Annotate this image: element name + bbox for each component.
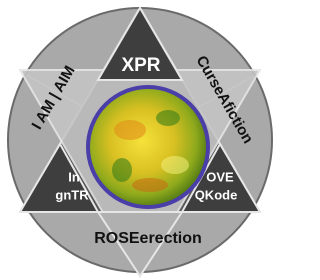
label-top: XPR xyxy=(121,55,160,76)
label-bottom: ROSEerection xyxy=(94,230,202,247)
label-lower-left: gnTR xyxy=(55,187,89,202)
label-lower-right: OVE xyxy=(206,169,234,184)
label-lower-right: QKode xyxy=(195,187,238,202)
label-lower-left: In xyxy=(68,169,80,184)
logo: XPR CurseAfiction I AM | AIM ROSEerectio… xyxy=(0,0,282,280)
